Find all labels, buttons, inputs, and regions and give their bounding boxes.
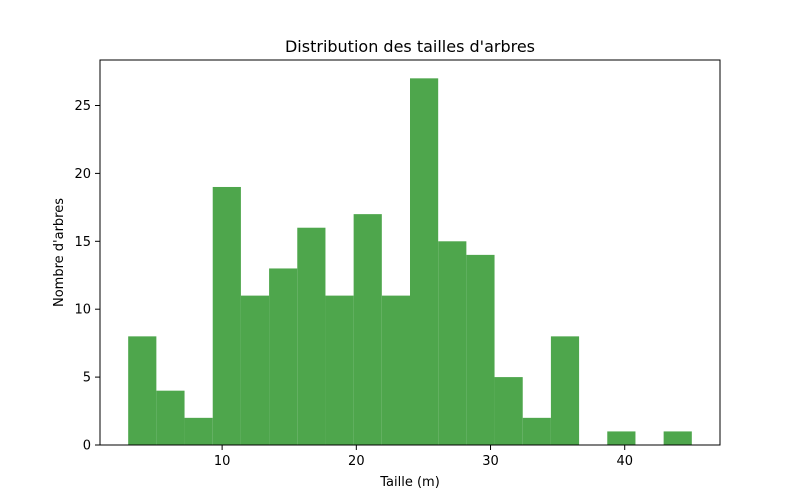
y-tick-label: 0: [83, 439, 91, 454]
histogram-bar: [156, 390, 185, 445]
histogram-bar: [212, 186, 241, 445]
histogram-bar: [269, 268, 298, 445]
histogram-bar: [550, 336, 580, 445]
histogram-bar: [410, 78, 439, 445]
histogram-bar: [522, 417, 551, 445]
y-tick-label: 10: [74, 303, 91, 318]
histogram-bar: [240, 295, 270, 445]
y-tick-label: 20: [74, 167, 91, 182]
x-axis-label: Taille (m): [379, 475, 440, 490]
histogram-bar: [494, 377, 523, 445]
x-tick-label: 40: [616, 454, 633, 469]
x-tick-label: 20: [348, 454, 365, 469]
y-tick-label: 5: [83, 371, 91, 386]
histogram-bar: [297, 227, 326, 445]
y-tick-label: 25: [74, 99, 91, 114]
histogram-bar: [353, 214, 382, 445]
histogram-bar: [381, 295, 410, 445]
plot-frame: [99, 59, 721, 446]
histogram-bar: [128, 336, 157, 445]
histogram-bar: [325, 295, 354, 445]
chart-title: Distribution des tailles d'arbres: [285, 37, 535, 56]
histogram-bar: [663, 431, 692, 445]
bars-layer: [128, 78, 692, 445]
histogram-bar: [607, 431, 636, 445]
y-tick-label: 15: [74, 235, 91, 250]
y-axis-label: Nombre d'arbres: [52, 198, 67, 307]
x-tick-label: 30: [482, 454, 499, 469]
histogram-bar: [466, 254, 495, 445]
histogram-bar: [184, 417, 213, 445]
histogram-bar: [438, 241, 467, 445]
ticks-layer: 10 20 30 40 0 5 10 15 20 25: [74, 99, 633, 469]
x-tick-label: 10: [214, 454, 231, 469]
